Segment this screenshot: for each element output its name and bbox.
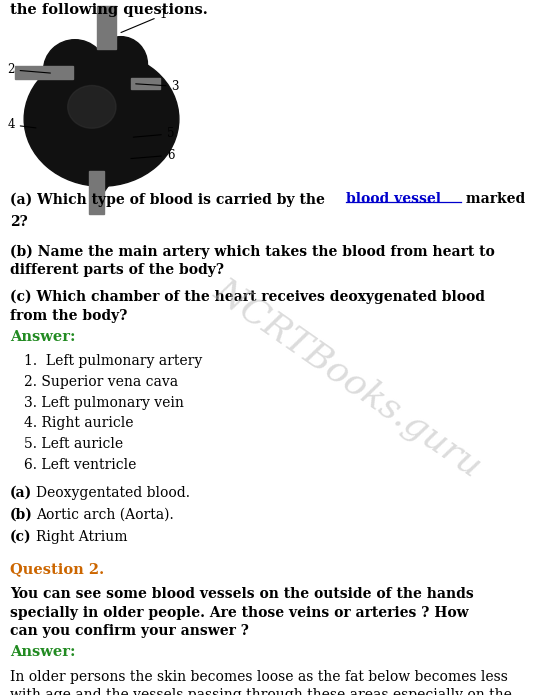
Bar <box>90 171 104 214</box>
Bar <box>15 66 72 79</box>
Text: 2. Superior vena cava: 2. Superior vena cava <box>24 375 178 389</box>
Text: 6: 6 <box>131 149 174 162</box>
Text: Aortic arch (Aorta).: Aortic arch (Aorta). <box>36 508 174 522</box>
Text: 4. Right auricle: 4. Right auricle <box>24 416 134 430</box>
Text: 1: 1 <box>121 8 167 33</box>
Text: 5: 5 <box>133 127 174 140</box>
Bar <box>130 78 160 88</box>
Text: Answer:: Answer: <box>10 329 75 344</box>
Bar <box>97 6 116 49</box>
Text: Right Atrium: Right Atrium <box>36 530 128 544</box>
Text: 1.  Left pulmonary artery: 1. Left pulmonary artery <box>24 354 202 368</box>
Ellipse shape <box>68 85 116 129</box>
Text: (a): (a) <box>10 486 32 500</box>
Text: blood vessel: blood vessel <box>346 193 441 206</box>
Text: the following questions.: the following questions. <box>10 3 207 17</box>
Text: 3. Left pulmonary vein: 3. Left pulmonary vein <box>24 395 184 410</box>
Text: (a) Which type of blood is carried by the: (a) Which type of blood is carried by th… <box>10 193 329 206</box>
Text: (b): (b) <box>10 508 32 522</box>
Polygon shape <box>82 168 121 195</box>
Text: Answer:: Answer: <box>10 646 75 660</box>
Text: (c): (c) <box>10 530 31 544</box>
Ellipse shape <box>44 40 106 101</box>
Text: NCRTBooks.guru: NCRTBooks.guru <box>208 273 488 484</box>
Text: (c) Which chamber of the heart receives deoxygenated blood
from the body?: (c) Which chamber of the heart receives … <box>10 290 484 323</box>
Text: 6. Left ventricle: 6. Left ventricle <box>24 458 137 472</box>
Text: 5. Left auricle: 5. Left auricle <box>24 437 123 451</box>
Text: marked: marked <box>461 193 525 206</box>
Text: Deoxygentated blood.: Deoxygentated blood. <box>36 486 190 500</box>
Text: In older persons the skin becomes loose as the fat below becomes less
with age a: In older persons the skin becomes loose … <box>10 670 511 695</box>
Text: You can see some blood vessels on the outside of the hands
specially in older pe: You can see some blood vessels on the ou… <box>10 587 473 638</box>
Ellipse shape <box>24 52 179 186</box>
Text: 2: 2 <box>7 63 50 76</box>
Text: 2?: 2? <box>10 215 27 229</box>
Text: (b) Name the main artery which takes the blood from heart to
different parts of : (b) Name the main artery which takes the… <box>10 244 494 277</box>
Text: 3: 3 <box>136 80 179 92</box>
Text: Question 2.: Question 2. <box>10 562 104 576</box>
Text: 4: 4 <box>7 118 36 131</box>
Ellipse shape <box>94 37 147 92</box>
